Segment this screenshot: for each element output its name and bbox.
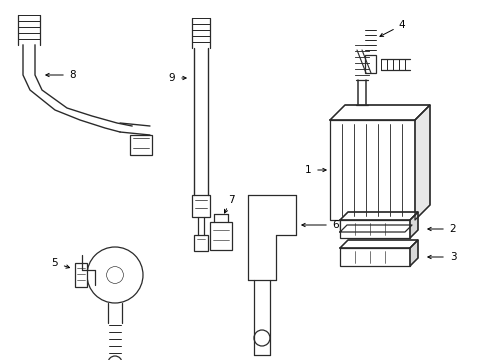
Bar bbox=[130, 135, 152, 155]
Polygon shape bbox=[339, 212, 417, 220]
Bar bbox=[339, 248, 409, 266]
Bar bbox=[364, 55, 375, 73]
Text: 1: 1 bbox=[304, 165, 311, 175]
Polygon shape bbox=[339, 225, 411, 232]
Text: 9: 9 bbox=[168, 73, 175, 83]
Circle shape bbox=[106, 267, 123, 283]
Text: 7: 7 bbox=[227, 195, 234, 205]
Text: 3: 3 bbox=[449, 252, 455, 262]
Text: 5: 5 bbox=[52, 258, 58, 268]
Polygon shape bbox=[339, 240, 417, 248]
Bar bbox=[329, 120, 414, 220]
Circle shape bbox=[108, 356, 122, 360]
Circle shape bbox=[253, 330, 269, 346]
Text: 8: 8 bbox=[70, 70, 76, 80]
Polygon shape bbox=[409, 240, 417, 266]
Bar bbox=[339, 220, 404, 232]
Bar bbox=[75, 263, 87, 287]
Polygon shape bbox=[329, 105, 429, 120]
Circle shape bbox=[87, 247, 142, 303]
Text: 4: 4 bbox=[398, 20, 405, 30]
Bar bbox=[192, 195, 209, 217]
Bar bbox=[339, 220, 409, 238]
Polygon shape bbox=[409, 212, 417, 238]
Text: 2: 2 bbox=[449, 224, 455, 234]
Polygon shape bbox=[414, 105, 429, 220]
Text: 6: 6 bbox=[332, 220, 339, 230]
Bar bbox=[209, 222, 231, 250]
Bar bbox=[194, 235, 207, 251]
